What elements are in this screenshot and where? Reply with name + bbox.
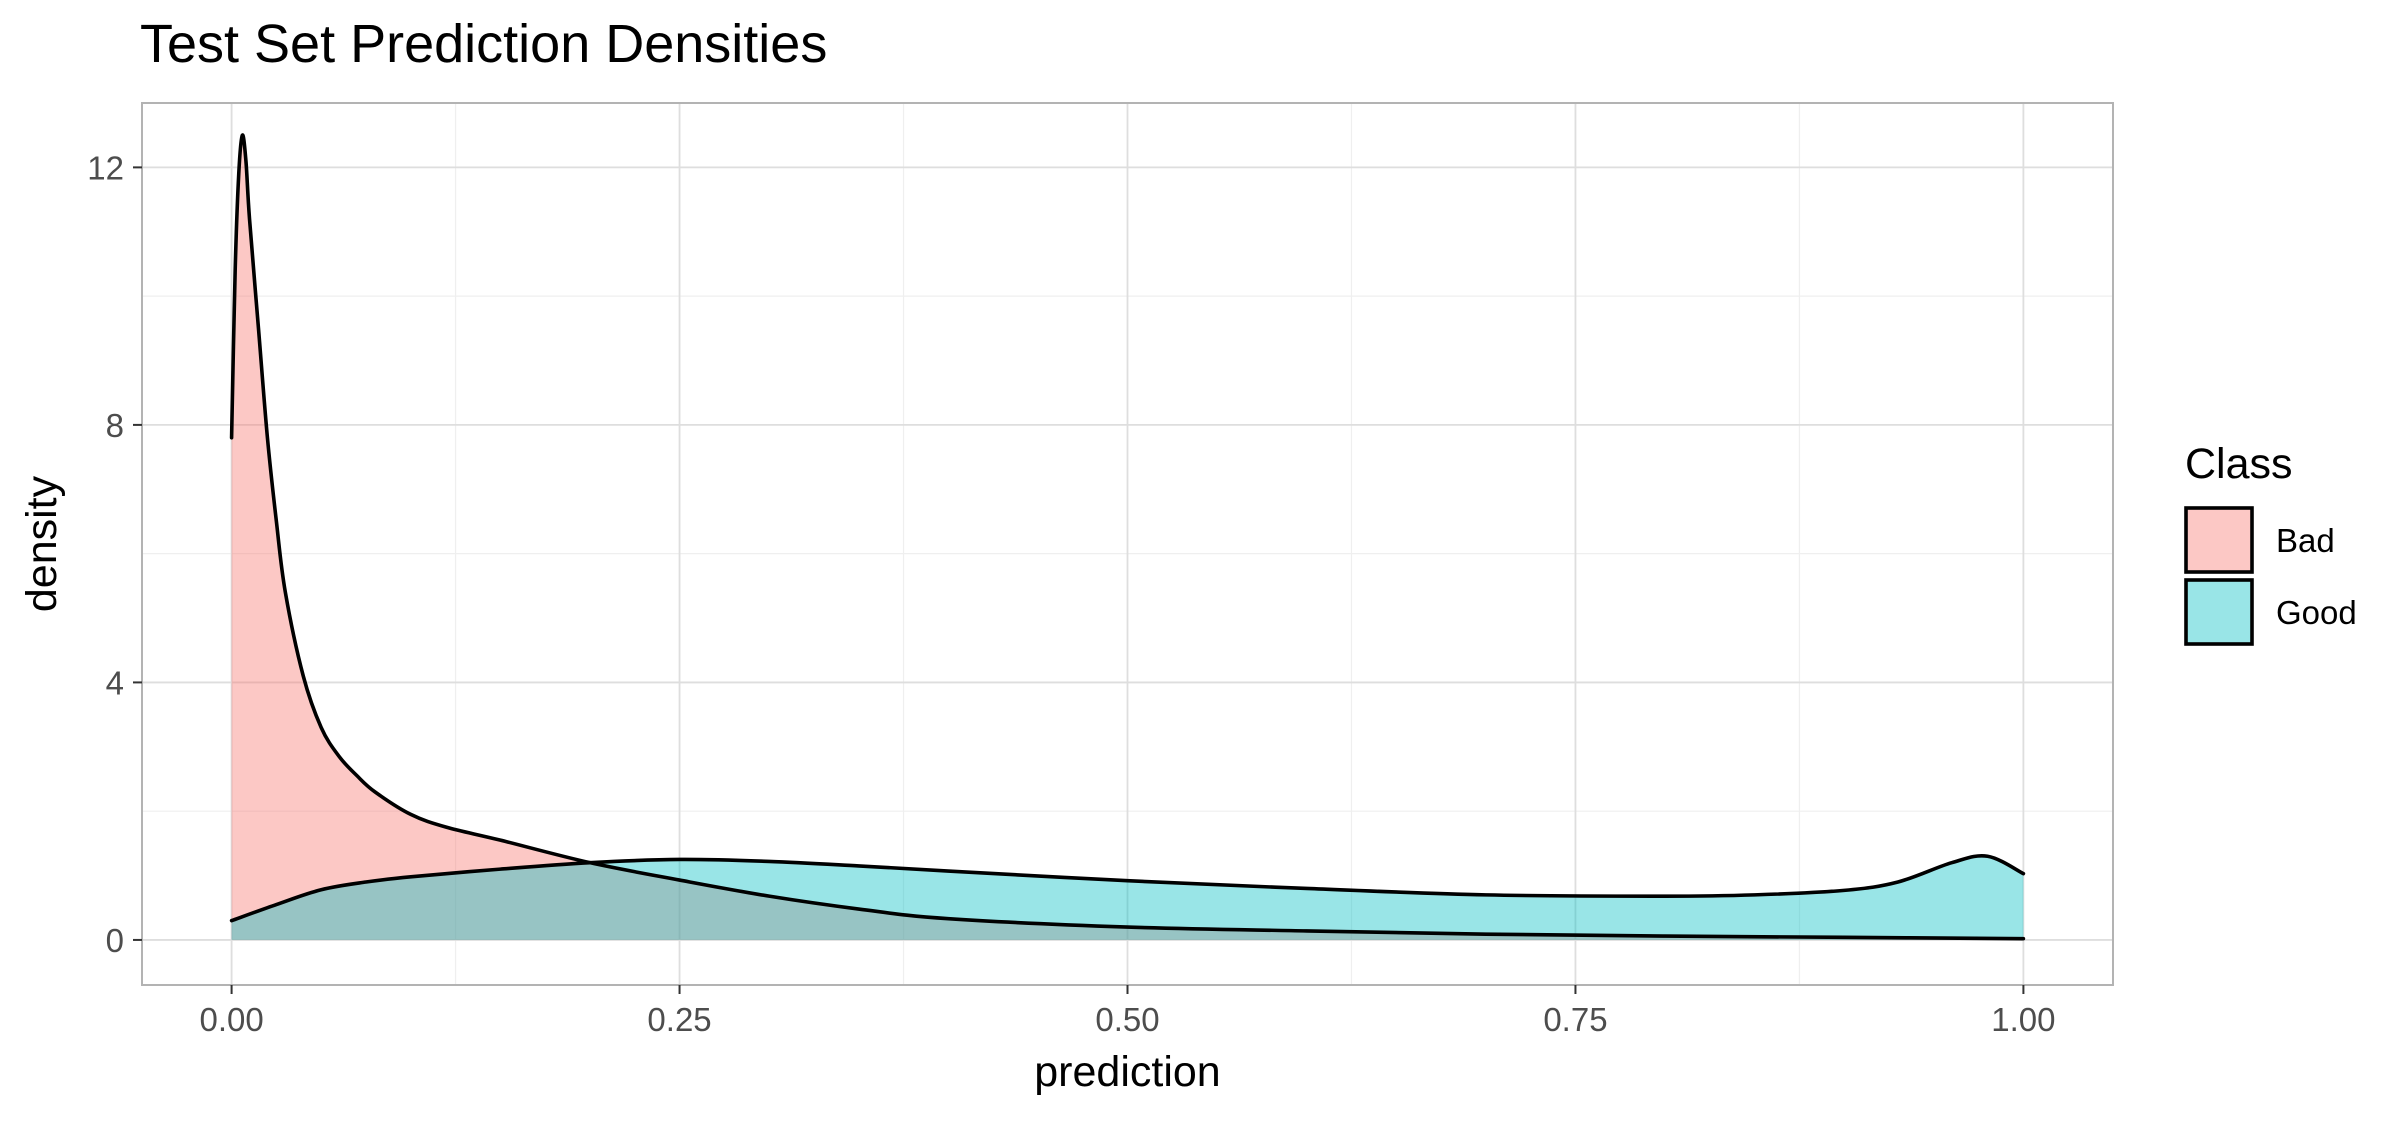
y-tick-label: 4 [106, 664, 124, 701]
x-tick-label: 0.75 [1543, 1001, 1607, 1038]
legend-items: Bad Good [2184, 506, 2357, 646]
x-axis-ticks: 0.00 0.25 0.50 0.75 1.00 [199, 985, 2056, 1038]
legend-label-good: Good [2276, 594, 2357, 631]
legend-title: Class [2185, 440, 2293, 488]
density-area-good [231, 855, 2024, 940]
y-tick-label: 8 [106, 407, 124, 444]
x-tick-label: 0.50 [1095, 1001, 1159, 1038]
grid [142, 103, 2113, 985]
density-areas [231, 134, 2024, 940]
x-tick-label: 0.00 [199, 1001, 263, 1038]
x-tick-label: 1.00 [1991, 1001, 2055, 1038]
legend: Class Bad Good [2184, 440, 2357, 646]
legend-key-good [2184, 578, 2254, 646]
x-tick-label: 0.25 [647, 1001, 711, 1038]
legend-key-bad [2184, 506, 2254, 574]
y-axis-title: density [18, 475, 66, 612]
density-line-bad [229, 133, 2026, 941]
y-tick-label: 0 [106, 922, 124, 959]
density-lines [229, 133, 2026, 941]
density-line-good [229, 854, 2026, 923]
y-tick-label: 12 [87, 149, 124, 186]
chart-title: Test Set Prediction Densities [140, 14, 827, 74]
x-axis-title: prediction [1034, 1048, 1220, 1096]
legend-label-bad: Bad [2276, 522, 2335, 559]
y-axis-ticks: 0 4 8 12 [87, 149, 142, 959]
density-area-bad [231, 134, 2024, 940]
